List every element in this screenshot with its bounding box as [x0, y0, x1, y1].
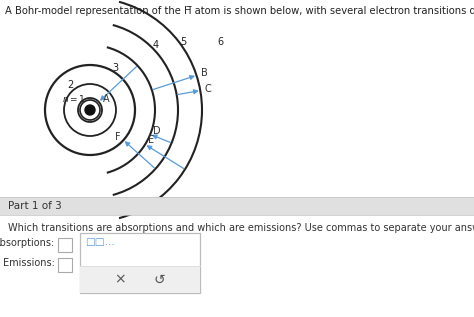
Bar: [0, 197, 474, 215]
Text: E: E: [148, 135, 154, 146]
Text: Part 1 of 3: Part 1 of 3: [8, 201, 62, 211]
Bar: [80, 266, 200, 293]
Text: □□…: □□…: [85, 237, 115, 247]
Circle shape: [85, 105, 95, 115]
Text: ×: ×: [114, 273, 126, 287]
Text: Emissions:: Emissions:: [3, 258, 55, 268]
Text: B: B: [201, 68, 207, 78]
Text: Absorptions:: Absorptions:: [0, 238, 55, 248]
Text: ↺: ↺: [154, 273, 165, 287]
Text: $n=1$: $n=1$: [62, 93, 86, 103]
Bar: [80, 233, 200, 293]
Text: C: C: [204, 84, 211, 94]
Text: 3: 3: [112, 63, 118, 73]
Text: A Bohr-model representation of the H̅ atom is shown below, with several electron: A Bohr-model representation of the H̅ at…: [5, 6, 474, 16]
Text: D: D: [153, 126, 161, 136]
Bar: [58, 258, 72, 272]
Text: A: A: [103, 94, 109, 104]
Bar: [58, 238, 72, 252]
Text: 6: 6: [217, 37, 223, 47]
Text: F: F: [116, 132, 121, 142]
Text: 4: 4: [153, 40, 159, 50]
Text: Which transitions are absorptions and which are emissions? Use commas to separat: Which transitions are absorptions and wh…: [8, 223, 474, 233]
Text: 2: 2: [67, 80, 73, 90]
Text: 5: 5: [180, 37, 186, 47]
